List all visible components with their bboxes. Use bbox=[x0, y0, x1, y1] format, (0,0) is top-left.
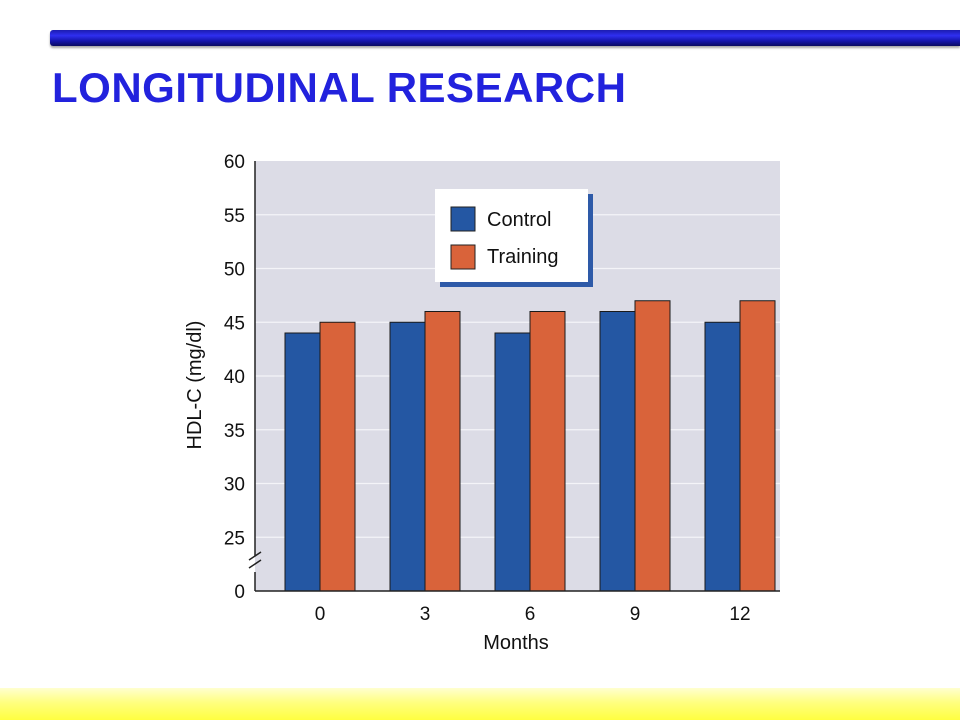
bar-control-9 bbox=[599, 311, 636, 592]
footer-band bbox=[0, 688, 960, 720]
x-tick-label: 9 bbox=[630, 604, 641, 625]
y-tick-label: 0 bbox=[234, 582, 245, 603]
bar-training-6 bbox=[529, 311, 566, 592]
x-tick-label: 12 bbox=[729, 604, 750, 625]
legend-label-control: Control bbox=[487, 209, 551, 231]
bars bbox=[284, 300, 776, 592]
y-tick-label: 40 bbox=[224, 367, 245, 388]
y-tick-label: 55 bbox=[224, 206, 245, 227]
slide-title: LONGITUDINAL RESEARCH bbox=[52, 64, 627, 111]
legend: Control Training bbox=[435, 189, 593, 287]
y-axis-label: HDL-C (mg/dl) bbox=[184, 321, 206, 450]
y-tick-label: 35 bbox=[224, 421, 245, 442]
bar-training-9 bbox=[634, 300, 671, 592]
x-tick-label: 3 bbox=[420, 604, 431, 625]
bar-chart: 0 25 30 35 40 45 50 55 60 0 3 6 9 12 Months HDL-C (m… bbox=[184, 152, 780, 654]
y-tick-label: 45 bbox=[224, 313, 245, 334]
axes bbox=[248, 161, 780, 592]
bar-control-12 bbox=[704, 321, 741, 592]
header-rule bbox=[50, 30, 960, 46]
bar-control-6 bbox=[494, 332, 531, 592]
legend-swatch-training bbox=[450, 244, 476, 270]
x-tick-labels: 0 3 6 9 12 bbox=[315, 604, 751, 625]
y-tick-label: 25 bbox=[224, 528, 245, 549]
y-tick-labels: 0 25 30 35 40 45 50 55 60 bbox=[224, 152, 245, 603]
y-tick-label: 50 bbox=[224, 260, 245, 281]
bar-control-0 bbox=[284, 332, 321, 592]
x-tick-label: 0 bbox=[315, 604, 326, 625]
bar-training-3 bbox=[424, 311, 461, 592]
y-tick-label: 60 bbox=[224, 152, 245, 173]
bar-control-3 bbox=[389, 321, 426, 592]
bar-training-12 bbox=[739, 300, 776, 592]
x-axis-label: Months bbox=[483, 632, 549, 654]
axis-break-icon bbox=[248, 551, 262, 569]
x-tick-label: 6 bbox=[525, 604, 536, 625]
y-tick-label: 30 bbox=[224, 475, 245, 496]
bar-training-0 bbox=[319, 321, 356, 592]
legend-label-training: Training bbox=[487, 246, 559, 268]
legend-swatch-control bbox=[450, 206, 476, 232]
